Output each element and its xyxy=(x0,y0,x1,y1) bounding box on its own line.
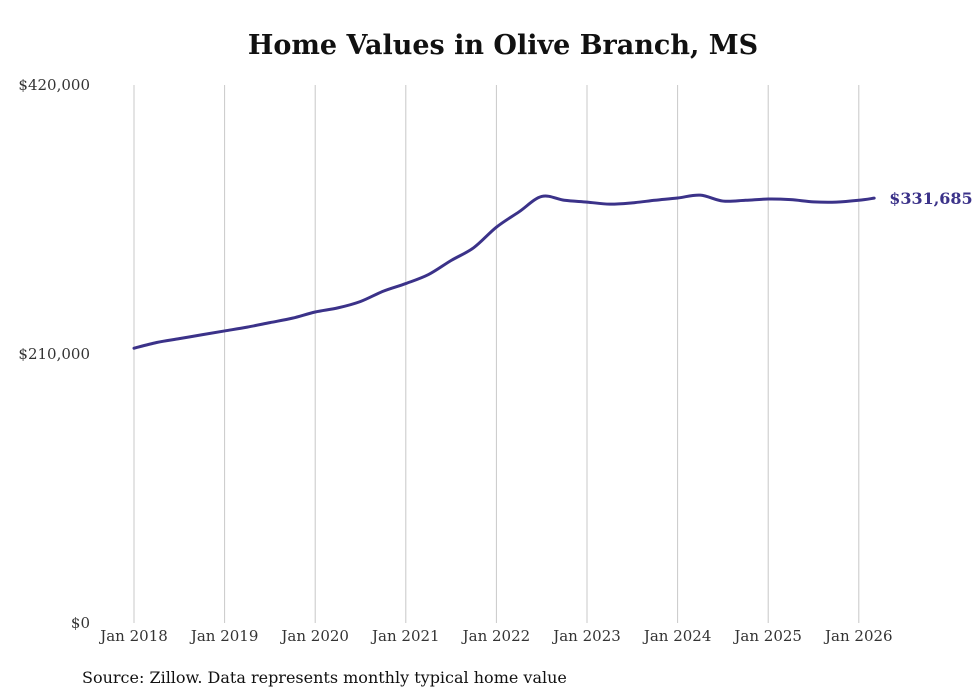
source-note: Source: Zillow. Data represents monthly … xyxy=(82,668,567,687)
y-tick-label: $420,000 xyxy=(18,76,90,94)
x-tick-label: Jan 2018 xyxy=(98,627,168,645)
y-tick-label: $0 xyxy=(71,614,90,632)
x-tick-label: Jan 2023 xyxy=(551,627,621,645)
x-tick-label: Jan 2026 xyxy=(823,627,893,645)
x-tick-label: Jan 2025 xyxy=(732,627,802,645)
x-tick-label: Jan 2019 xyxy=(189,627,259,645)
x-tick-label: Jan 2022 xyxy=(461,627,531,645)
chart-title: Home Values in Olive Branch, MS xyxy=(247,30,759,61)
end-value-label: $331,685 xyxy=(889,189,973,208)
x-tick-label: Jan 2020 xyxy=(279,627,349,645)
y-tick-label: $210,000 xyxy=(18,345,90,363)
x-tick-label: Jan 2021 xyxy=(370,627,440,645)
series-line xyxy=(132,193,876,350)
x-tick-label: Jan 2024 xyxy=(642,627,712,645)
